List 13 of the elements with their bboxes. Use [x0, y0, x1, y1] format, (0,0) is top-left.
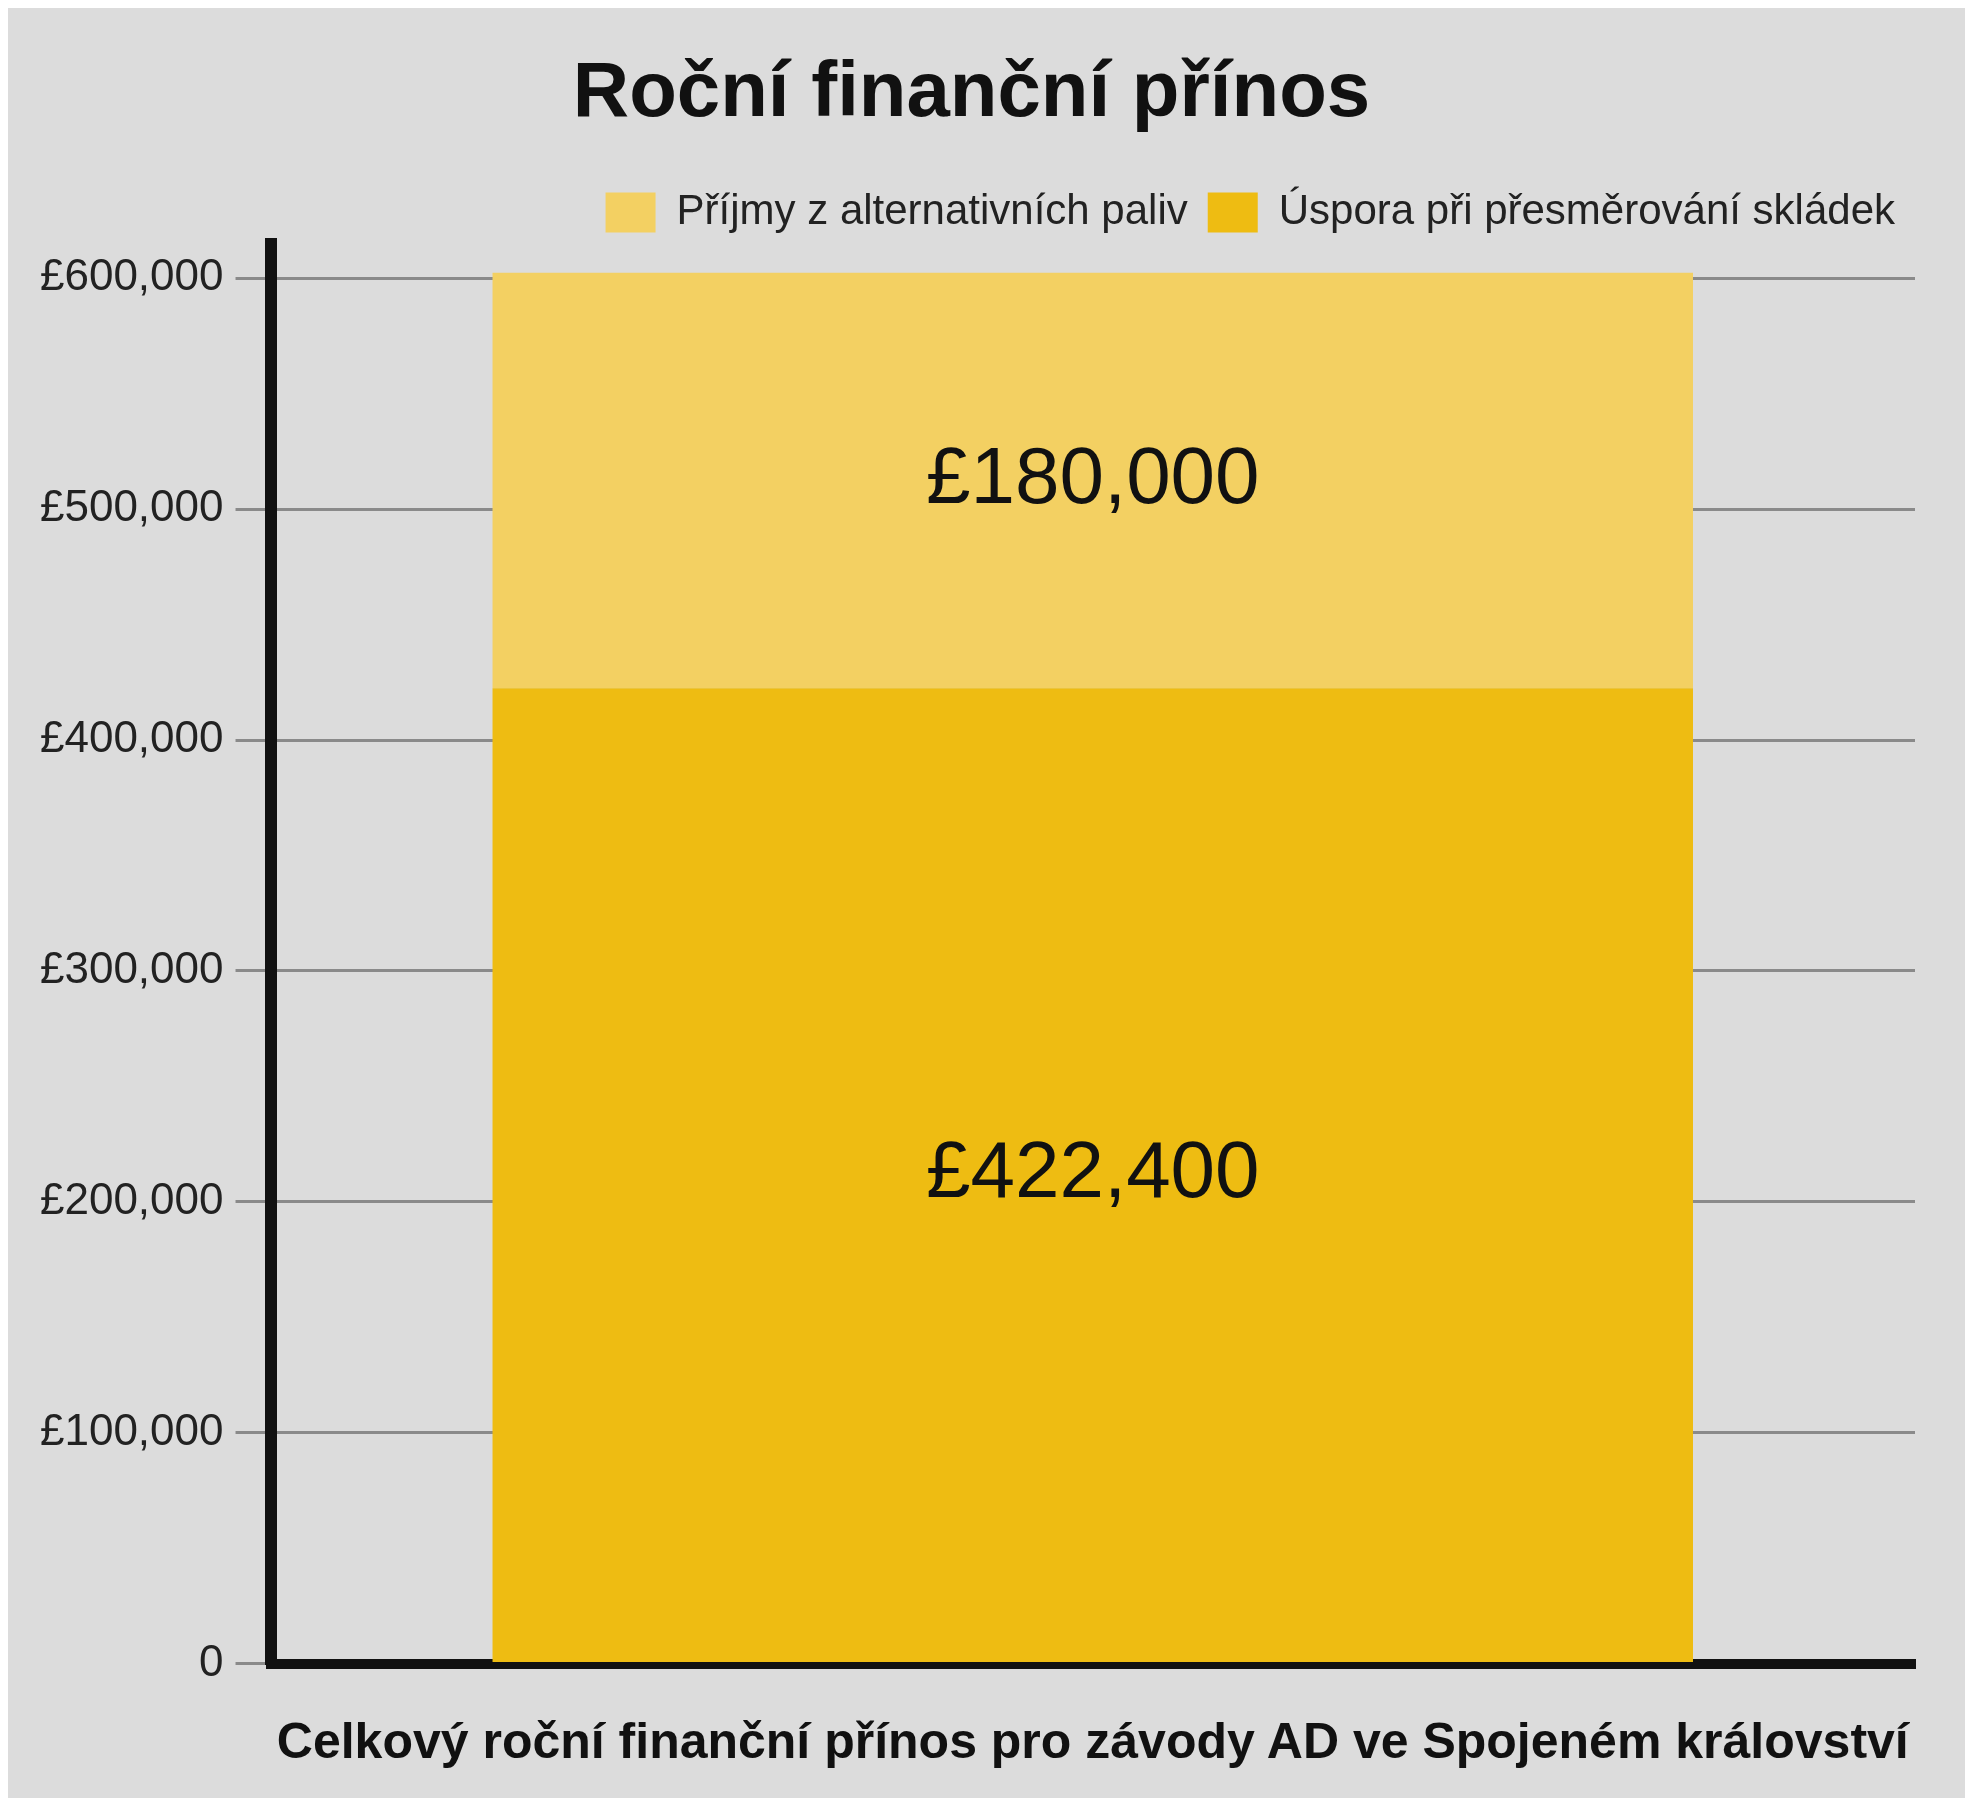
chart-title: Roční finanční přínos [572, 45, 1371, 134]
y-tick-label: £600,000 [39, 250, 224, 300]
y-tick-label: £100,000 [39, 1404, 224, 1454]
y-tick-label: £500,000 [39, 481, 224, 531]
x-axis-title: Celkový roční finanční přínos pro závody AD ve Spojeném království [276, 1712, 1911, 1769]
data-label: £180,000 [925, 430, 1260, 520]
y-tick-label: £200,000 [39, 1173, 224, 1223]
legend-label: Úspora při přesměrování skládek [1278, 186, 1896, 234]
y-tick-label: £400,000 [39, 712, 224, 762]
data-label: £422,400 [925, 1125, 1260, 1215]
y-tick-label: 0 [199, 1635, 224, 1685]
y-tick-label: £300,000 [39, 943, 224, 993]
legend-label: Příjmy z alternativních paliv [676, 186, 1188, 234]
